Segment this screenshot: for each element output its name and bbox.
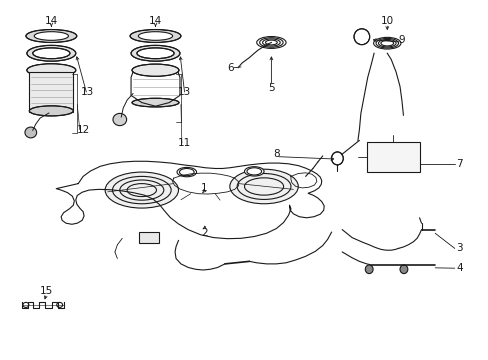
- Ellipse shape: [34, 32, 68, 40]
- Text: 1: 1: [201, 183, 207, 193]
- Ellipse shape: [27, 45, 76, 61]
- Ellipse shape: [29, 106, 73, 116]
- Ellipse shape: [26, 30, 77, 42]
- Ellipse shape: [130, 30, 181, 42]
- Ellipse shape: [137, 48, 174, 59]
- Ellipse shape: [105, 172, 178, 208]
- Ellipse shape: [353, 29, 369, 45]
- Ellipse shape: [131, 45, 180, 61]
- Text: 4: 4: [455, 263, 462, 273]
- Ellipse shape: [33, 48, 70, 59]
- Text: 13: 13: [178, 87, 191, 97]
- Text: 2: 2: [201, 228, 207, 238]
- Ellipse shape: [27, 64, 76, 77]
- Text: 6: 6: [227, 63, 234, 73]
- Bar: [139, 232, 159, 243]
- Ellipse shape: [399, 265, 407, 274]
- Ellipse shape: [177, 167, 196, 177]
- Text: 5: 5: [267, 83, 274, 93]
- Ellipse shape: [138, 32, 172, 40]
- Text: 14: 14: [44, 16, 58, 26]
- Ellipse shape: [132, 98, 179, 107]
- Ellipse shape: [244, 167, 264, 176]
- Ellipse shape: [331, 152, 343, 165]
- Text: 3: 3: [455, 243, 462, 253]
- Text: 14: 14: [148, 16, 162, 26]
- Bar: [29, 72, 73, 112]
- Text: 8: 8: [272, 149, 279, 159]
- Ellipse shape: [25, 127, 37, 138]
- Text: 12: 12: [76, 125, 90, 135]
- Ellipse shape: [132, 64, 179, 76]
- Bar: [366, 142, 419, 172]
- Text: 11: 11: [178, 138, 191, 148]
- Ellipse shape: [365, 265, 372, 274]
- Text: 15: 15: [40, 286, 53, 296]
- Text: 10: 10: [380, 16, 393, 26]
- Text: 7: 7: [455, 159, 462, 169]
- Ellipse shape: [229, 169, 298, 204]
- Ellipse shape: [113, 113, 126, 126]
- Text: 9: 9: [398, 35, 405, 45]
- Text: 13: 13: [80, 87, 94, 97]
